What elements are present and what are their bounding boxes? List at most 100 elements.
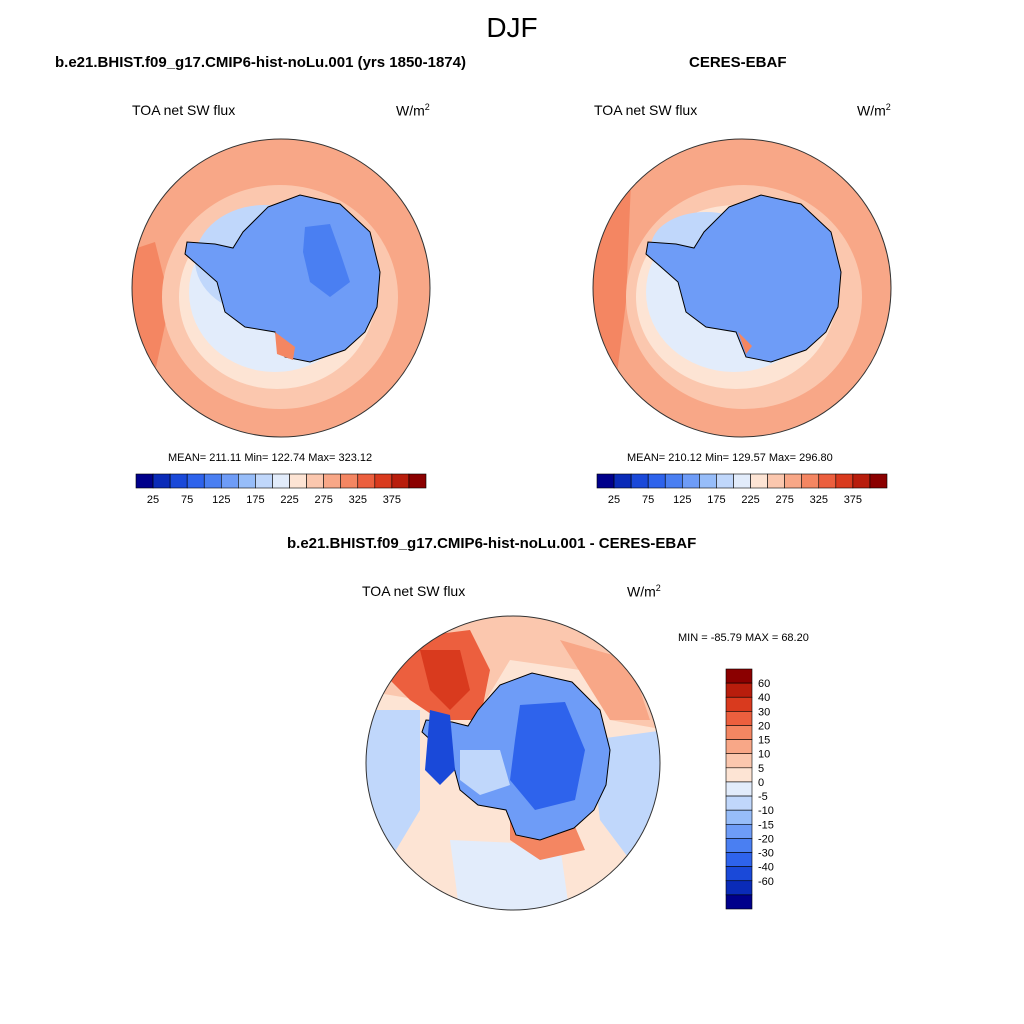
- obs-units-label: W/m2: [857, 102, 891, 119]
- colorbar-segment: [869, 473, 888, 489]
- colorbar-tick-label: 75: [642, 494, 654, 506]
- colorbar-segment: [374, 473, 393, 489]
- difference-stats: MIN = -85.79 MAX = 68.20: [678, 632, 809, 644]
- colorbar-segment: [681, 473, 700, 489]
- difference-colorbar-segment: [725, 809, 753, 825]
- obs-antarctica: [645, 194, 842, 363]
- difference-colorbar-segment: [725, 767, 753, 783]
- difference-colorbar-segment: [725, 838, 753, 853]
- obs-colorbar: 25 75 125 175 225 275 325 375: [596, 473, 888, 506]
- colorbar-tick-label: 225: [741, 494, 759, 506]
- model-colorbar: 25 75 125 175 225 275 325 375: [135, 473, 427, 506]
- difference-colorbar-tick-label: -60: [758, 876, 774, 888]
- colorbar-segment: [630, 473, 649, 489]
- colorbar-segment: [306, 473, 324, 489]
- difference-colorbar-tick-label: 10: [758, 749, 770, 761]
- colorbar-tick-label: 375: [844, 494, 862, 506]
- difference-colorbar-segment: [725, 739, 753, 755]
- difference-colorbar-segment: [725, 668, 753, 684]
- colorbar-tick-label: 125: [673, 494, 691, 506]
- difference-colorbar-tick-label: -5: [758, 791, 768, 803]
- difference-negative-region: [510, 702, 585, 810]
- colorbar-segment: [186, 473, 205, 489]
- colorbar-tick-label: 25: [147, 494, 159, 506]
- difference-panel-title: b.e21.BHIST.f09_g17.CMIP6-hist-noLu.001 …: [287, 535, 697, 552]
- colorbar-segment: [255, 473, 273, 489]
- difference-colorbar-segment: [725, 781, 753, 797]
- colorbar-tick-label: 275: [775, 494, 793, 506]
- difference-colorbar-tick-label: -10: [758, 805, 774, 817]
- colorbar-segment: [852, 473, 871, 489]
- difference-colorbar-tick-label: -20: [758, 833, 774, 845]
- model-variable-label: TOA net SW flux: [132, 102, 236, 118]
- colorbar-tick-label: 175: [707, 494, 725, 506]
- difference-colorbar-segment: [725, 866, 753, 882]
- difference-colorbar-segment: [725, 795, 753, 811]
- colorbar-segment: [357, 473, 376, 489]
- obs-panel-title: CERES-EBAF: [689, 54, 787, 71]
- model-units-label: W/m2: [396, 102, 430, 119]
- difference-colorbar-segment: [725, 823, 753, 839]
- difference-colorbar-tick-label: -30: [758, 848, 774, 860]
- colorbar-segment: [733, 473, 751, 489]
- colorbar-segment: [323, 473, 342, 489]
- colorbar-segment: [818, 473, 837, 489]
- colorbar-segment: [391, 473, 410, 489]
- colorbar-tick-label: 175: [246, 494, 264, 506]
- colorbar-segment: [135, 473, 154, 489]
- model-panel-title: b.e21.BHIST.f09_g17.CMIP6-hist-noLu.001 …: [55, 54, 466, 71]
- colorbar-segment: [613, 473, 632, 489]
- model-plateau: [303, 224, 350, 297]
- colorbar-tick-label: 25: [608, 494, 620, 506]
- difference-colorbar-segment: [725, 725, 753, 740]
- difference-colorbar-tick-label: 30: [758, 706, 770, 718]
- colorbar-tick-label: 125: [212, 494, 230, 506]
- colorbar-segment: [647, 473, 666, 489]
- colorbar-segment: [152, 473, 171, 489]
- colorbar-segment: [169, 473, 188, 489]
- obs-polar-map: [592, 138, 892, 438]
- difference-colorbar-segment: [725, 852, 753, 867]
- colorbar-segment: [784, 473, 803, 489]
- difference-colorbar-segment: [725, 696, 753, 712]
- colorbar-segment: [801, 473, 820, 489]
- difference-colorbar-tick-label: 20: [758, 720, 770, 732]
- colorbar-segment: [835, 473, 854, 489]
- obs-stats: MEAN= 210.12 Min= 129.57 Max= 296.80: [627, 452, 833, 464]
- difference-colorbar-segment: [725, 894, 753, 910]
- colorbar-segment: [203, 473, 222, 489]
- difference-colorbar-tick-label: -15: [758, 819, 774, 831]
- difference-polar-map: [365, 615, 661, 911]
- colorbar-segment: [664, 473, 683, 489]
- colorbar-segment: [699, 473, 717, 489]
- difference-colorbar-tick-label: -40: [758, 862, 774, 874]
- difference-colorbar-tick-label: 60: [758, 678, 770, 690]
- model-polar-map: [131, 138, 431, 438]
- difference-colorbar-segment: [725, 880, 753, 896]
- difference-variable-label: TOA net SW flux: [362, 583, 466, 599]
- colorbar-segment: [767, 473, 785, 489]
- difference-colorbar-segment: [725, 711, 753, 726]
- colorbar-segment: [272, 473, 290, 489]
- colorbar-tick-label: 325: [349, 494, 367, 506]
- colorbar-segment: [289, 473, 307, 489]
- colorbar-segment: [408, 473, 427, 489]
- colorbar-segment: [220, 473, 239, 489]
- difference-colorbar-tick-label: 0: [758, 777, 764, 789]
- colorbar-tick-label: 375: [383, 494, 401, 506]
- colorbar-segment: [750, 473, 768, 489]
- obs-variable-label: TOA net SW flux: [594, 102, 698, 118]
- colorbar-segment: [238, 473, 256, 489]
- difference-colorbar: 60 40 30 20 15 10 5 0 -5 -10 -15 -20 -30 -40 -60: [725, 668, 774, 910]
- colorbar-tick-label: 75: [181, 494, 193, 506]
- colorbar-segment: [596, 473, 615, 489]
- colorbar-segment: [716, 473, 734, 489]
- difference-units-label: W/m2: [627, 583, 661, 600]
- figure-title: DJF: [486, 12, 538, 43]
- colorbar-tick-label: 225: [280, 494, 298, 506]
- difference-colorbar-tick-label: 5: [758, 763, 764, 775]
- difference-colorbar-tick-label: 15: [758, 735, 770, 747]
- difference-colorbar-tick-label: 40: [758, 692, 770, 704]
- colorbar-segment: [340, 473, 359, 489]
- model-stats: MEAN= 211.11 Min= 122.74 Max= 323.12: [168, 452, 373, 464]
